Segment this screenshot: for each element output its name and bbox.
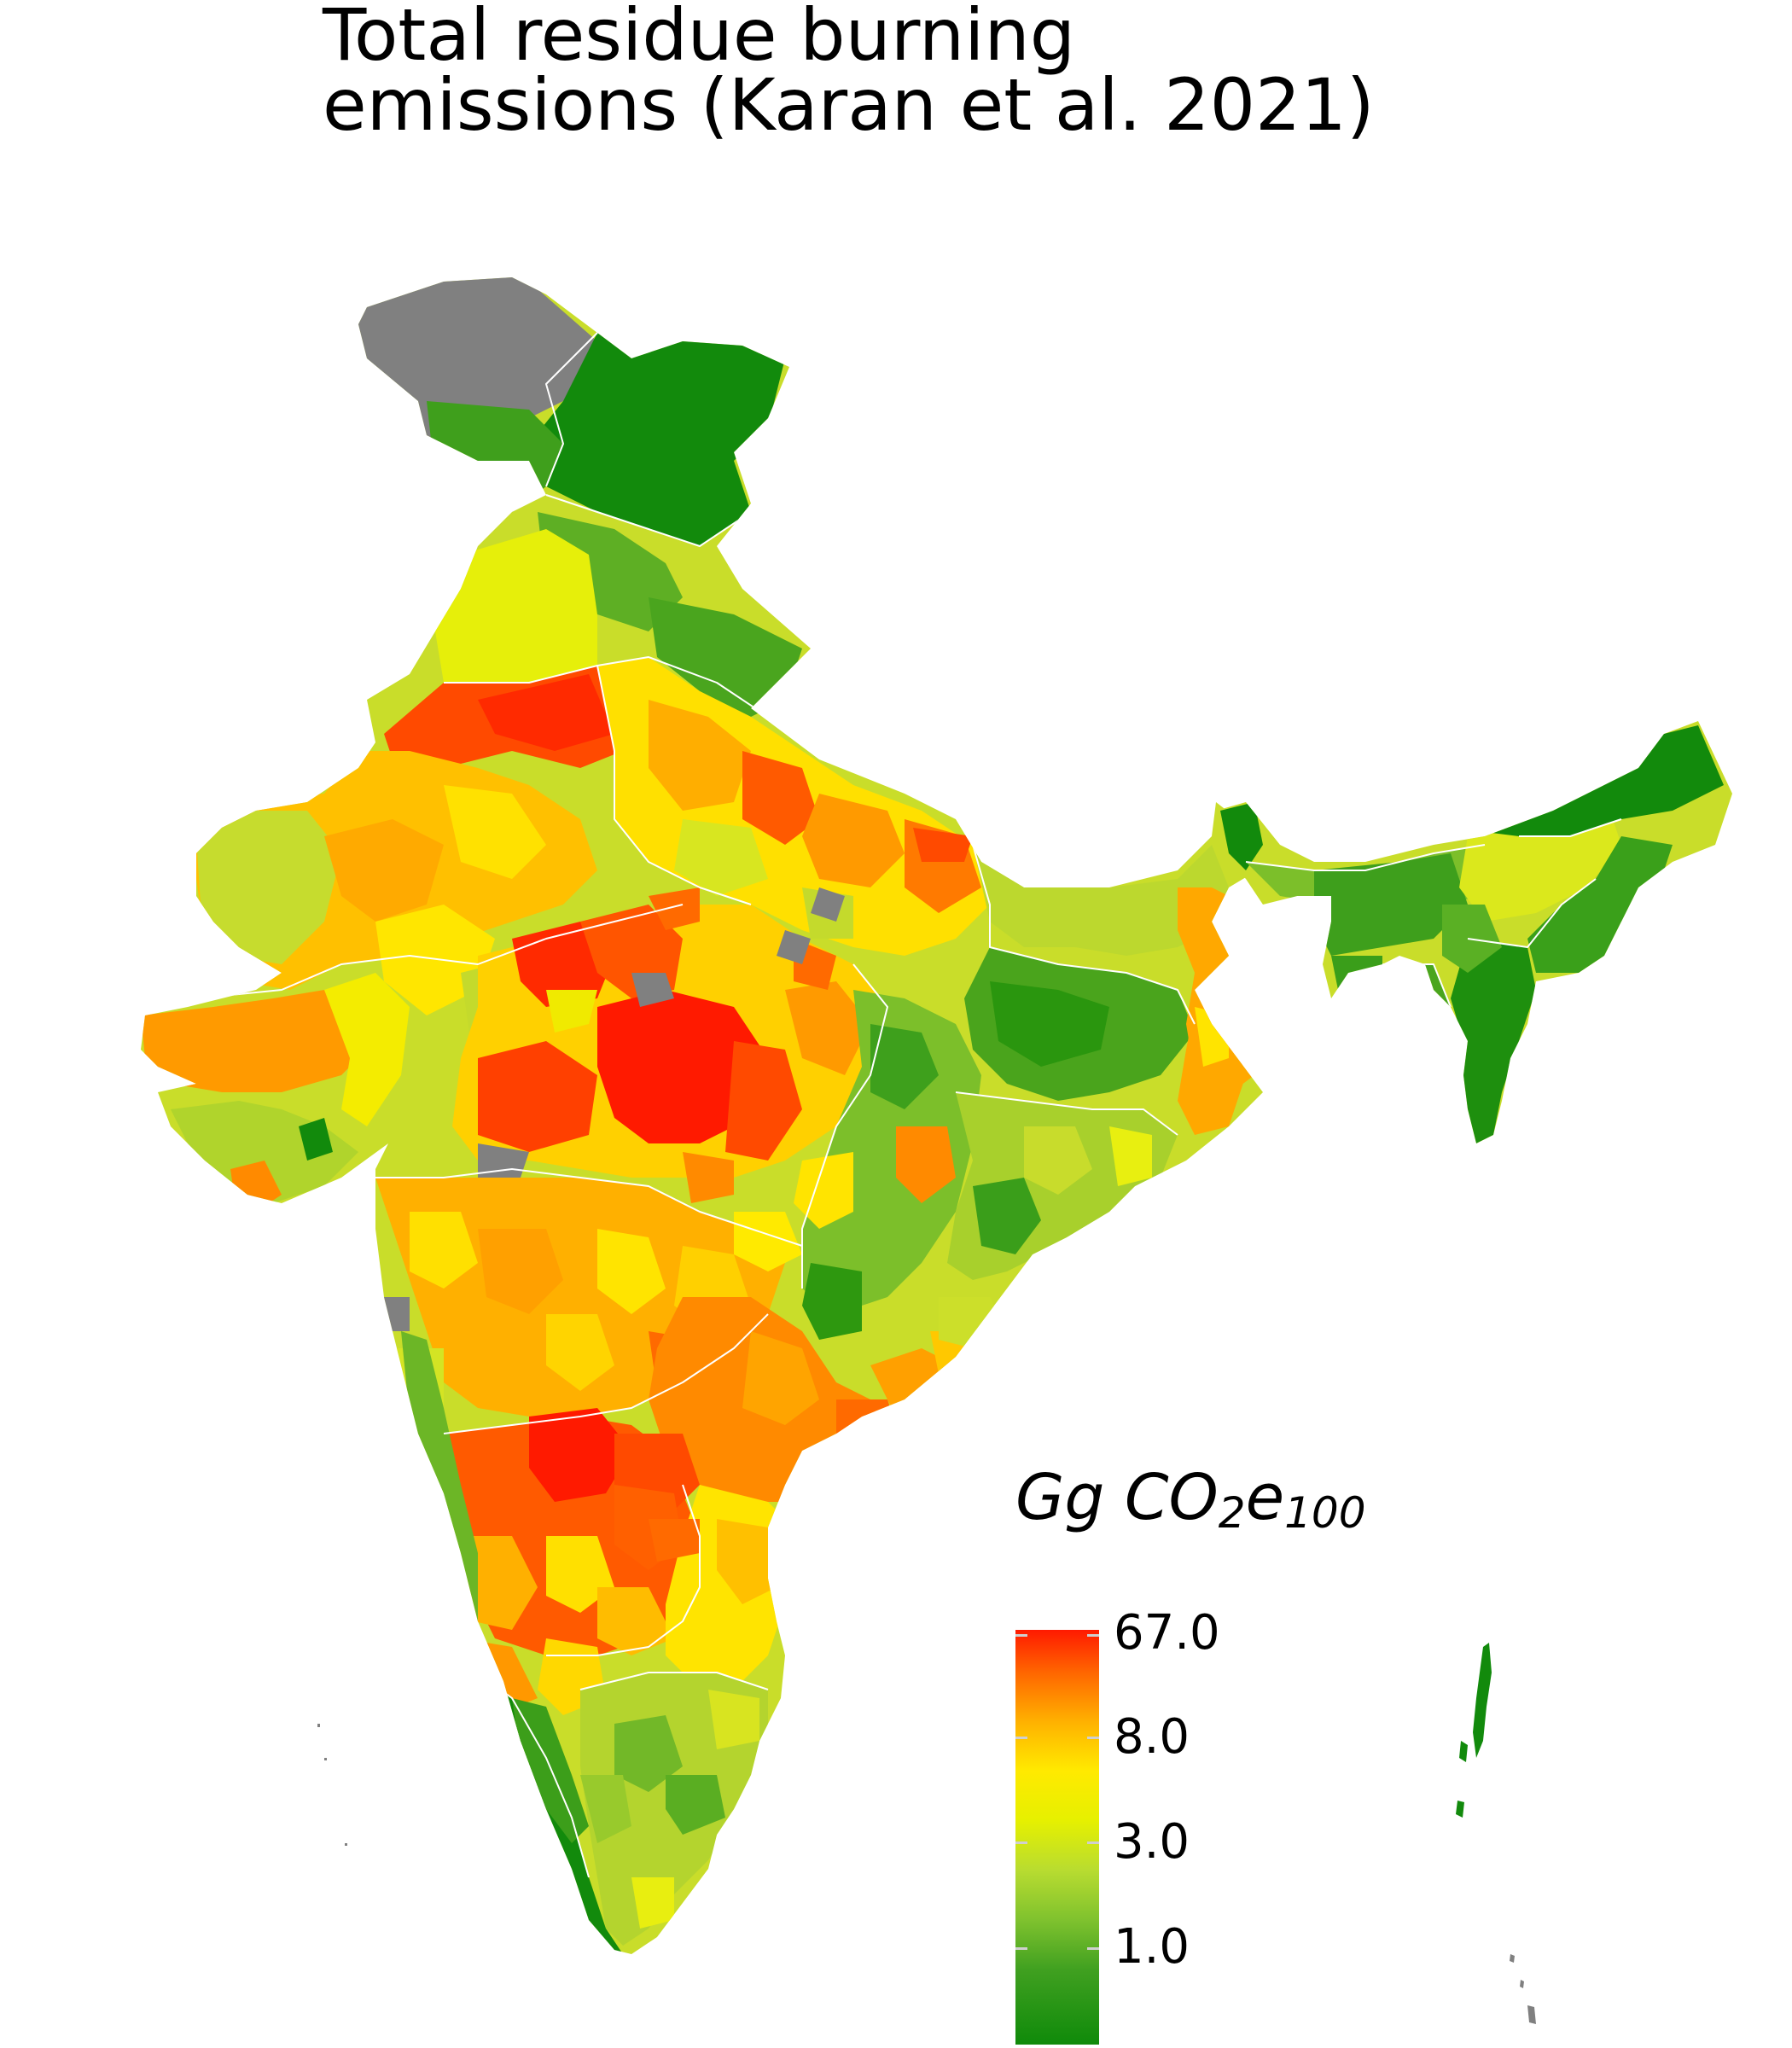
andaman-nicobar-islands: [1456, 1643, 1536, 2024]
map-title: Total residue burning emissions (Karan e…: [323, 0, 1375, 147]
legend-tick-right: [1087, 1634, 1099, 1637]
legend-tick-left: [1015, 1841, 1027, 1844]
legend-title-sub-1: 2: [1218, 1488, 1246, 1538]
lakshadweep-islands: [317, 1724, 347, 1846]
map-title-line-2: emissions (Karan et al. 2021): [323, 63, 1375, 147]
legend-tick-label: 67.0: [1114, 1605, 1220, 1661]
legend-tick-left: [1015, 1634, 1027, 1637]
legend-title-mid: e: [1245, 1461, 1285, 1534]
map-title-line-1: Total residue burning: [323, 0, 1076, 77]
legend-tick-right: [1087, 1841, 1099, 1844]
legend-tick-right: [1087, 1737, 1099, 1739]
legend-color-bar: [1015, 1630, 1099, 2045]
state-borders: [195, 332, 1622, 1878]
legend-tick-label: 1.0: [1114, 1919, 1190, 1975]
legend-tick-label: 3.0: [1114, 1814, 1190, 1870]
legend-title: Gg CO2e100: [1015, 1461, 1366, 1538]
legend-tick-left: [1015, 1947, 1027, 1950]
legend-tick-label: 8.0: [1114, 1709, 1190, 1765]
legend-title-main: Gg CO: [1015, 1461, 1219, 1534]
legend-tick-right: [1087, 1947, 1099, 1950]
legend-title-sub-2: 100: [1284, 1488, 1366, 1538]
legend-tick-left: [1015, 1737, 1027, 1739]
